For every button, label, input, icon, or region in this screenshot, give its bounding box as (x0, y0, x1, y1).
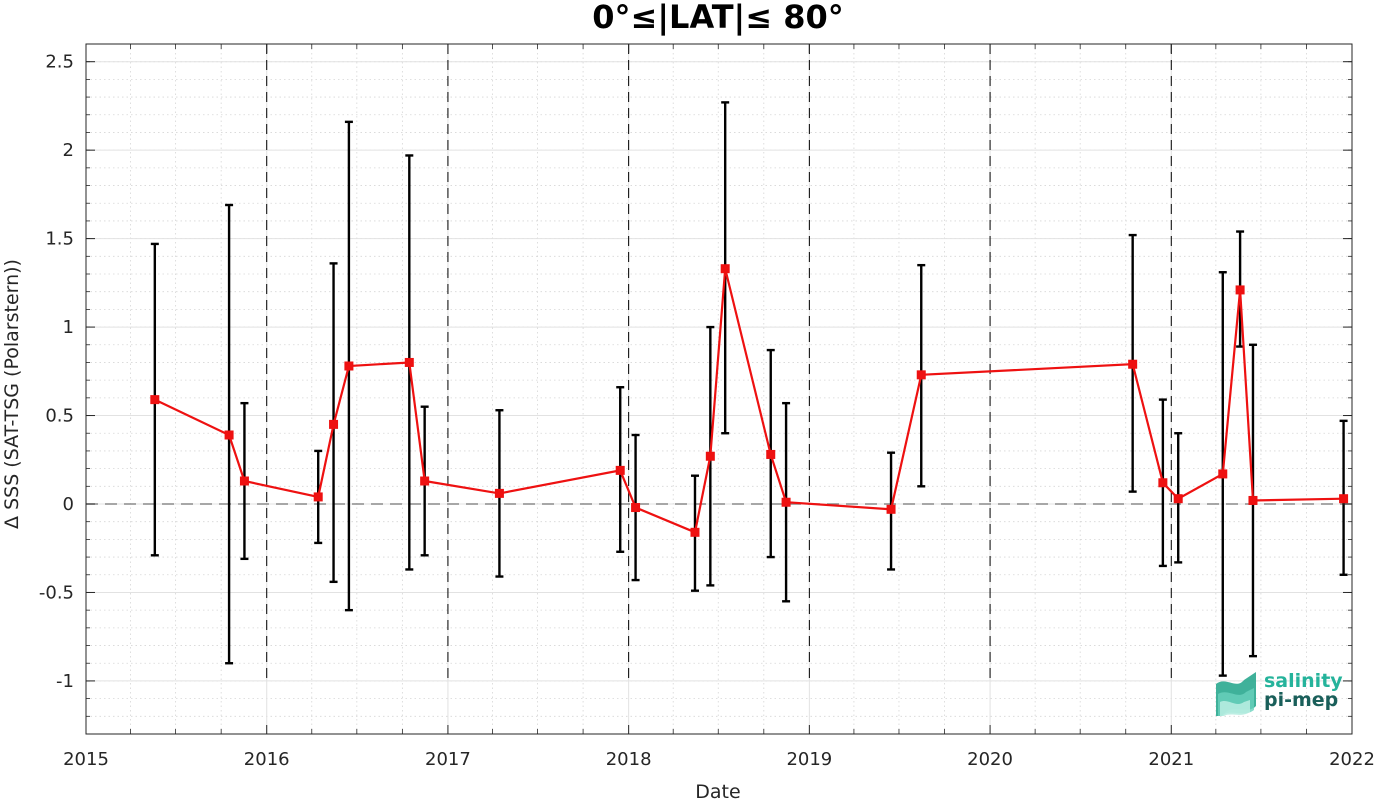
chart-title: 0°≤|LAT|≤ 80° (592, 0, 843, 37)
data-point-marker (1218, 469, 1228, 479)
data-point-marker (1339, 494, 1349, 504)
y-axis-label: Δ SSS (SAT-TSG (Polarstern)) (1, 259, 23, 529)
plot-frame (85, 43, 1353, 735)
y-tick-label: 2.5 (45, 52, 74, 73)
data-point-marker (1128, 359, 1138, 369)
data-markers (150, 264, 1349, 537)
data-point-marker (150, 395, 160, 405)
data-point-marker (494, 488, 504, 498)
x-tick-label: 2018 (606, 749, 652, 770)
data-point-marker (1173, 494, 1183, 504)
y-tick-label: 1.5 (45, 229, 74, 250)
data-point-marker (329, 419, 339, 429)
data-point-marker (916, 370, 926, 380)
y-tick-label: 0.5 (45, 406, 74, 427)
data-point-marker (404, 357, 414, 367)
y-tick-label: 1 (63, 317, 74, 338)
data-point-marker (239, 476, 249, 486)
y-tick-label: 0 (63, 494, 74, 515)
data-point-marker (420, 476, 430, 486)
y-tick-labels: -1 -0.5 0 0.5 1 1.5 2 2.5 (39, 52, 74, 692)
data-point-marker (766, 449, 776, 459)
data-point-marker (344, 361, 354, 371)
data-point-marker (1248, 495, 1258, 505)
logo-line1: salinity (1264, 670, 1343, 692)
data-point-marker (1235, 285, 1245, 295)
data-point-marker (781, 497, 791, 507)
y-tick-label: -0.5 (39, 582, 74, 603)
data-point-marker (615, 465, 625, 475)
x-tick-label: 2016 (244, 749, 290, 770)
logo-line2: pi-mep (1264, 689, 1338, 711)
y-tick-label: 2 (63, 140, 74, 161)
x-tick-label: 2015 (63, 749, 109, 770)
data-point-marker (886, 504, 896, 514)
x-tick-label: 2019 (786, 749, 832, 770)
x-tick-label: 2020 (967, 749, 1013, 770)
salinity-pi-mep-logo: salinity pi-mep (1216, 670, 1343, 716)
x-tick-label: 2022 (1329, 749, 1374, 770)
data-point-marker (705, 451, 715, 461)
data-point-marker (313, 492, 323, 502)
data-point-marker (720, 264, 730, 274)
data-point-marker (631, 503, 641, 513)
axis-ticks (85, 43, 1353, 735)
x-tick-label: 2021 (1148, 749, 1194, 770)
data-point-marker (1158, 478, 1168, 488)
x-tick-label: 2017 (425, 749, 471, 770)
error-bars (150, 101, 1348, 677)
x-axis-label: Date (695, 781, 740, 801)
data-point-marker (690, 527, 700, 537)
year-separators (266, 44, 1172, 681)
logo-wave-icon (1216, 672, 1256, 716)
data-point-marker (224, 430, 234, 440)
x-tick-labels: 2015 2016 2017 2018 2019 2020 2021 2022 (63, 749, 1374, 770)
y-tick-label: -1 (56, 671, 74, 692)
